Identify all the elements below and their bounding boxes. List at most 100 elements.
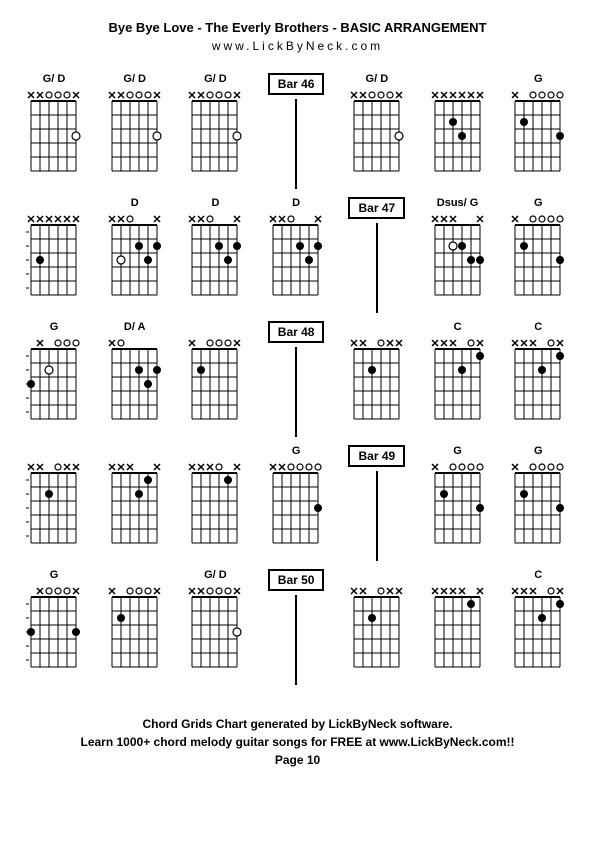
- chord-diagram: [510, 461, 566, 561]
- chord-diagram: [349, 89, 405, 189]
- website-url: www.LickByNeck.com: [20, 39, 575, 53]
- bar-marker: Bar 49: [343, 445, 411, 561]
- chord-cell: G/ D: [181, 73, 249, 189]
- chord-cell: D: [101, 197, 169, 313]
- chord-cell: G: [504, 197, 572, 313]
- chord-diagram: [268, 213, 324, 313]
- chord-cell: C: [424, 321, 492, 437]
- chord-label: G: [534, 73, 543, 87]
- chord-cell: G/ D: [20, 73, 88, 189]
- footer-page: Page 10: [20, 751, 575, 769]
- chord-diagram: [349, 337, 405, 437]
- chord-diagram: [510, 337, 566, 437]
- chord-cell: [20, 197, 88, 313]
- footer-line2: Learn 1000+ chord melody guitar songs fo…: [20, 733, 575, 751]
- chord-label: G/ D: [204, 569, 227, 583]
- chord-label: G: [50, 569, 59, 583]
- chord-diagram: [268, 461, 324, 561]
- chord-label: Dsus/ G: [437, 197, 479, 211]
- chord-diagram: [430, 213, 486, 313]
- chord-label: G/ D: [123, 73, 146, 87]
- chord-diagram: [26, 585, 82, 685]
- chord-label: G: [292, 445, 301, 459]
- bar-marker: Bar 46: [262, 73, 330, 189]
- chord-cell: Dsus/ G: [424, 197, 492, 313]
- chord-label: G: [453, 445, 462, 459]
- chord-diagram: [430, 89, 486, 189]
- chord-cell: D: [181, 197, 249, 313]
- bar-label: Bar 48: [268, 321, 325, 343]
- chord-label: G: [50, 321, 59, 335]
- chord-diagram: [430, 585, 486, 685]
- chord-cell: [343, 321, 411, 437]
- chord-label: C: [534, 569, 542, 583]
- chord-cell: [181, 445, 249, 561]
- chord-cell: G: [262, 445, 330, 561]
- chord-label: G/ D: [204, 73, 227, 87]
- chord-diagram: [26, 89, 82, 189]
- chord-diagram: [510, 89, 566, 189]
- chord-cell: [20, 445, 88, 561]
- chord-diagram: [26, 337, 82, 437]
- chord-label: D: [131, 197, 139, 211]
- chord-diagram: [26, 213, 82, 313]
- bar-marker: Bar 48: [262, 321, 330, 437]
- chord-cell: [101, 569, 169, 685]
- chord-diagram: [510, 213, 566, 313]
- chord-cell: [101, 445, 169, 561]
- chord-diagram: [107, 337, 163, 437]
- chord-cell: G/ D: [343, 73, 411, 189]
- chord-cell: [424, 569, 492, 685]
- bar-divider: [376, 223, 378, 313]
- chord-diagram: [430, 337, 486, 437]
- bar-label: Bar 47: [348, 197, 405, 219]
- chord-diagram: [187, 213, 243, 313]
- chord-cell: G: [20, 321, 88, 437]
- chord-cell: G: [504, 73, 572, 189]
- page-title: Bye Bye Love - The Everly Brothers - BAS…: [20, 20, 575, 35]
- bar-label: Bar 50: [268, 569, 325, 591]
- chord-diagram: [107, 89, 163, 189]
- chord-diagram: [187, 461, 243, 561]
- chord-label: D: [211, 197, 219, 211]
- bar-divider: [376, 471, 378, 561]
- chord-diagram: [187, 585, 243, 685]
- chord-label: G/ D: [43, 73, 66, 87]
- bar-label: Bar 46: [268, 73, 325, 95]
- chord-label: C: [534, 321, 542, 335]
- bar-marker: Bar 47: [343, 197, 411, 313]
- chord-label: G/ D: [366, 73, 389, 87]
- chord-diagram: [187, 89, 243, 189]
- footer-line1: Chord Grids Chart generated by LickByNec…: [20, 715, 575, 733]
- chord-cell: [181, 321, 249, 437]
- chord-cell: G/ D: [101, 73, 169, 189]
- chord-diagram: [187, 337, 243, 437]
- chord-cell: G/ D: [181, 569, 249, 685]
- chord-cell: C: [504, 321, 572, 437]
- chord-grid: G/ D G/ D G/ D Bar 46 G/ D G D D D Bar 47 Dsus/ G G…: [20, 73, 575, 685]
- chord-cell: [424, 73, 492, 189]
- chord-diagram: [349, 585, 405, 685]
- chord-diagram: [26, 461, 82, 561]
- chord-label: G: [534, 445, 543, 459]
- chord-diagram: [510, 585, 566, 685]
- chord-label: D: [292, 197, 300, 211]
- chord-label: C: [454, 321, 462, 335]
- chord-cell: [343, 569, 411, 685]
- chord-label: D/ A: [124, 321, 146, 335]
- chord-cell: G: [504, 445, 572, 561]
- bar-divider: [295, 99, 297, 189]
- chord-diagram: [107, 213, 163, 313]
- chord-cell: G: [424, 445, 492, 561]
- chord-diagram: [430, 461, 486, 561]
- bar-divider: [295, 595, 297, 685]
- bar-label: Bar 49: [348, 445, 405, 467]
- chord-diagram: [107, 585, 163, 685]
- bar-divider: [295, 347, 297, 437]
- chord-cell: C: [504, 569, 572, 685]
- chord-cell: G: [20, 569, 88, 685]
- chord-cell: D/ A: [101, 321, 169, 437]
- chord-diagram: [107, 461, 163, 561]
- bar-marker: Bar 50: [262, 569, 330, 685]
- chord-cell: D: [262, 197, 330, 313]
